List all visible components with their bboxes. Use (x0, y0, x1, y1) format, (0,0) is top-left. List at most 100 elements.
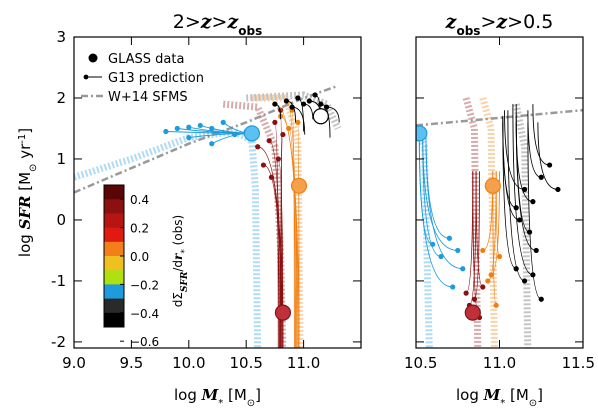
right-panel-title-part: z (495, 11, 508, 33)
darkred-endpoint-marker (274, 304, 292, 321)
blue-data-point (197, 122, 203, 129)
blue-data-point (186, 124, 192, 130)
legend-glass-marker (88, 53, 98, 63)
colorbar-segment (104, 227, 124, 243)
right-xtick-label: 11.0 (483, 354, 516, 372)
legend-glass-label: GLASS data (108, 52, 184, 67)
black-model-track (512, 103, 532, 348)
colorbar-tick-label: −0.4 (130, 307, 159, 321)
black-prediction-curve (504, 110, 525, 190)
colorbar-tick-label: −0.2 (130, 278, 159, 292)
black-data-point (301, 101, 307, 107)
left-panel-title-part: > (212, 11, 228, 33)
darkred-data-point (463, 290, 469, 296)
blue-model-track (74, 127, 262, 348)
blue-endpoint-marker (243, 125, 261, 142)
orange-prediction-curve (286, 100, 298, 348)
darkred-endpoint-marker (464, 304, 481, 321)
black-model-track (246, 91, 342, 130)
right-x-axis-label-part: * (500, 398, 505, 409)
y-axis-label-part: log (16, 229, 34, 257)
blue-data-point (186, 135, 192, 141)
y-axis-label: log SFR [M⊙ yr-1] (16, 128, 39, 257)
colorbar-segment (104, 256, 124, 271)
black-prediction-curve (512, 104, 533, 276)
right-panel-title-part: > (480, 11, 496, 33)
black-data-point (533, 247, 539, 254)
black-prediction-curve (303, 103, 314, 120)
colorbar-segment (104, 284, 124, 300)
colorbar-label-part: r (171, 252, 185, 260)
black-prediction-curve (532, 104, 550, 166)
blue-prediction-curve (418, 134, 453, 288)
left-ytick-label: 1 (56, 150, 66, 168)
y-axis-label-part: yr (16, 143, 34, 164)
colorbar-label-part: * (180, 249, 190, 254)
blue-data-point (446, 235, 452, 241)
black-prediction-curve (515, 116, 537, 251)
colorbar-segment (104, 199, 124, 214)
left-xtick-label: 11.0 (287, 354, 320, 372)
black-data-point (521, 186, 528, 193)
orange-endpoint-marker (484, 177, 501, 194)
colorbar-segment (104, 241, 124, 257)
darkred-data-point (268, 174, 275, 180)
blue-data-point (438, 253, 444, 260)
black-prediction-curve (527, 122, 542, 300)
left-ytick-label: 0 (56, 211, 66, 229)
left-xtick-label: 10.0 (172, 354, 205, 372)
colorbar-label-part: SFR (180, 271, 190, 292)
colorbar-segment (104, 270, 124, 285)
colorbar-label-part: Σ (171, 292, 185, 300)
right-xtick-label: 10.5 (404, 354, 437, 372)
right-xtick-label: 11.5 (562, 354, 595, 372)
black-data-point (272, 101, 278, 107)
darkred-prediction-curve (274, 121, 279, 348)
orange-data-point (480, 247, 486, 254)
colorbar-tick-label: 0.2 (130, 222, 149, 236)
left-panel-title-part: z (226, 11, 239, 33)
black-endpoint-marker (312, 108, 329, 125)
colorbar-tick-label: 0.4 (130, 193, 149, 207)
darkred-data-point (480, 284, 486, 290)
black-data-point (312, 92, 318, 98)
black-data-point (538, 296, 544, 302)
right-x-axis-label-part: M (483, 386, 501, 404)
blue-endpoint-marker (416, 125, 428, 142)
black-data-point (521, 278, 528, 284)
blue-data-point (450, 284, 456, 290)
orange-data-point (295, 119, 301, 125)
darkred-data-point (255, 144, 261, 150)
black-data-point (516, 217, 523, 223)
darkred-data-point (471, 296, 478, 302)
legend-g13-label: G13 prediction (108, 71, 204, 86)
black-data-point (547, 162, 553, 168)
left-x-axis-label-part: [M (223, 386, 247, 404)
colorbar-segment (104, 213, 124, 229)
left-panel-title-part: obs (238, 24, 262, 38)
blue-data-point (455, 247, 461, 254)
sfms-line (416, 108, 583, 127)
legend-sfms-label: W+14 SFMS (108, 90, 188, 105)
left-ytick-label: -2 (51, 333, 66, 351)
darkred-prediction-curve (280, 134, 284, 348)
black-prediction-curve (537, 122, 558, 190)
left-panel-frame (73, 36, 362, 349)
left-x-axis-label-part: ] (255, 386, 261, 404)
blue-data-point (220, 119, 226, 125)
left-panel-title-part: 2> (173, 11, 201, 33)
left-xtick-label: 9.0 (62, 354, 86, 372)
black-data-point (323, 104, 330, 110)
orange-prediction-curve (291, 109, 295, 348)
y-axis-label-part: SFR (16, 196, 34, 230)
colorbar-label-part: d (171, 300, 185, 308)
colorbar-segment (104, 312, 124, 328)
darkred-data-point (272, 119, 278, 125)
black-prediction-curve (502, 116, 517, 270)
left-x-axis-label-part: M (201, 386, 219, 404)
black-data-point (530, 199, 536, 205)
right-x-axis-label-part: [M (505, 386, 529, 404)
blue-prediction-curve (425, 134, 463, 270)
black-data-point (513, 205, 519, 211)
y-axis-label-part: ⊙ (28, 164, 39, 172)
